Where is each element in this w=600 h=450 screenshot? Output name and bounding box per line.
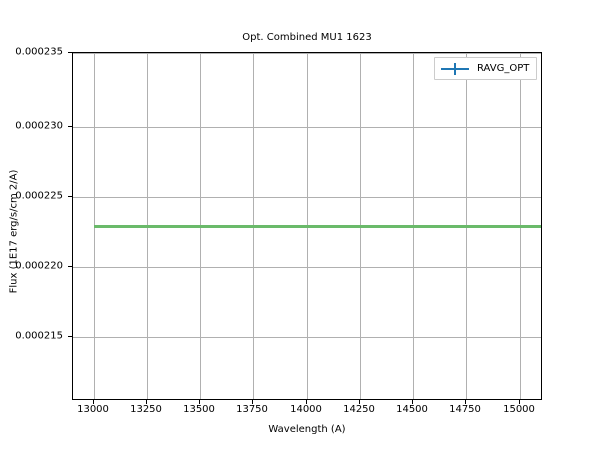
series-line-ravg-opt xyxy=(94,225,541,228)
gridline-horizontal xyxy=(73,53,541,54)
x-tick-label: 13000 xyxy=(77,404,109,415)
x-tick-label: 13500 xyxy=(183,404,215,415)
x-tick-label: 14250 xyxy=(343,404,375,415)
y-tick xyxy=(68,266,72,267)
x-tick-label: 14500 xyxy=(396,404,428,415)
y-tick xyxy=(68,336,72,337)
x-tick xyxy=(359,400,360,404)
y-tick xyxy=(68,52,72,53)
x-tick xyxy=(465,400,466,404)
y-tick-label: 0.000230 xyxy=(15,120,63,132)
x-tick xyxy=(146,400,147,404)
x-tick-label: 15000 xyxy=(503,404,535,415)
x-tick-label: 14750 xyxy=(449,404,481,415)
x-tick xyxy=(412,400,413,404)
y-tick-label: 0.000215 xyxy=(15,330,63,342)
chart-legend: RAVG_OPT xyxy=(434,57,538,80)
x-tick-label: 14000 xyxy=(290,404,322,415)
x-tick xyxy=(199,400,200,404)
y-tick xyxy=(68,196,72,197)
legend-label: RAVG_OPT xyxy=(477,63,530,74)
errorbar-marker-icon xyxy=(440,62,470,76)
gridline-horizontal xyxy=(73,197,541,198)
plot-area xyxy=(72,52,542,400)
x-tick xyxy=(306,400,307,404)
y-tick-label: 0.000225 xyxy=(15,190,63,202)
y-tick xyxy=(68,126,72,127)
chart-title: Opt. Combined MU1 1623 xyxy=(242,32,372,43)
x-tick xyxy=(519,400,520,404)
x-tick xyxy=(93,400,94,404)
gridline-horizontal xyxy=(73,127,541,128)
legend-entry-ravg-opt: RAVG_OPT xyxy=(440,62,529,76)
gridline-horizontal xyxy=(73,267,541,268)
x-tick-label: 13250 xyxy=(130,404,162,415)
gridline-horizontal xyxy=(73,337,541,338)
x-tick-label: 13750 xyxy=(236,404,268,415)
y-tick-label: 0.000235 xyxy=(15,46,63,58)
y-axis-label: Flux (1E17 erg/s/cm 2/A) xyxy=(8,169,20,294)
y-tick-label: 0.000220 xyxy=(15,260,63,272)
x-axis-label: Wavelength (A) xyxy=(268,424,346,435)
x-tick xyxy=(252,400,253,404)
